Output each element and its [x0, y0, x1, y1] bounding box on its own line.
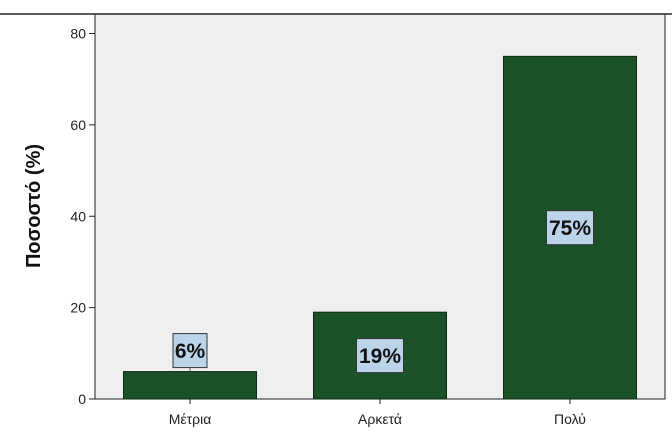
bar — [123, 371, 257, 400]
y-tick-label: 60 — [70, 117, 86, 133]
y-tick-label: 80 — [70, 26, 86, 42]
y-tick-label: 0 — [78, 391, 86, 407]
x-tick-label: Μέτρια — [169, 411, 212, 427]
x-axis-ticks: Μέτρια Αρκετά Πολύ — [169, 399, 586, 427]
y-axis-label: Ποσοστό (%) — [23, 144, 45, 268]
data-label-box — [356, 338, 404, 374]
data-label-box — [546, 210, 594, 246]
x-tick-label: Αρκετά — [358, 411, 402, 427]
data-label: 6% — [175, 340, 206, 363]
data-label: 19% — [359, 345, 401, 368]
y-axis-ticks: 0 20 40 60 80 — [70, 26, 95, 407]
y-tick-label: 20 — [70, 300, 86, 316]
bars-group: 6% 19% 75% — [123, 55, 637, 400]
y-tick-label: 40 — [70, 208, 86, 224]
x-tick-label: Πολύ — [554, 411, 586, 427]
data-label-box — [172, 333, 208, 369]
data-label: 75% — [549, 217, 591, 240]
